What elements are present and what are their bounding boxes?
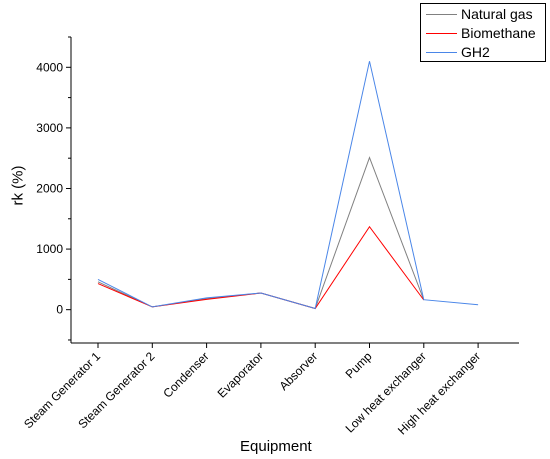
y-tick-label: 4000 (36, 60, 63, 74)
y-tick-label: 2000 (36, 181, 63, 195)
series-lines (97, 61, 479, 310)
legend-item-gh2: GH2 (421, 43, 545, 62)
y-tick-label: 3000 (36, 121, 63, 135)
series-line-natural-gas (97, 156, 425, 310)
y-tick-label: 0 (56, 303, 63, 317)
y-tick-label: 1000 (36, 242, 63, 256)
x-tick-label: Condenser (160, 349, 211, 400)
legend: Natural gas Biomethane GH2 (420, 3, 546, 62)
legend-swatch-gh2 (426, 52, 457, 53)
x-tick-label: Pump (343, 349, 375, 381)
chart-axes (70, 37, 519, 344)
x-tick-label: Absorver (276, 349, 320, 393)
legend-swatch-natural-gas (426, 14, 457, 15)
legend-swatch-biomethane (426, 33, 457, 34)
legend-label-natural-gas: Natural gas (461, 6, 533, 22)
legend-item-biomethane: Biomethane (421, 24, 545, 43)
x-tick-label: Evaporator (215, 349, 266, 400)
legend-label-biomethane: Biomethane (461, 25, 536, 41)
y-axis-title: rk (%) (9, 165, 27, 206)
y-axis-ticks: 0 1000 2000 3000 4000 (36, 36, 71, 341)
series-line-gh2 (97, 61, 479, 310)
legend-item-natural-gas: Natural gas (421, 5, 545, 24)
x-axis-title: Equipment (240, 438, 312, 455)
legend-label-gh2: GH2 (461, 44, 490, 60)
series-line-biomethane (97, 225, 425, 310)
